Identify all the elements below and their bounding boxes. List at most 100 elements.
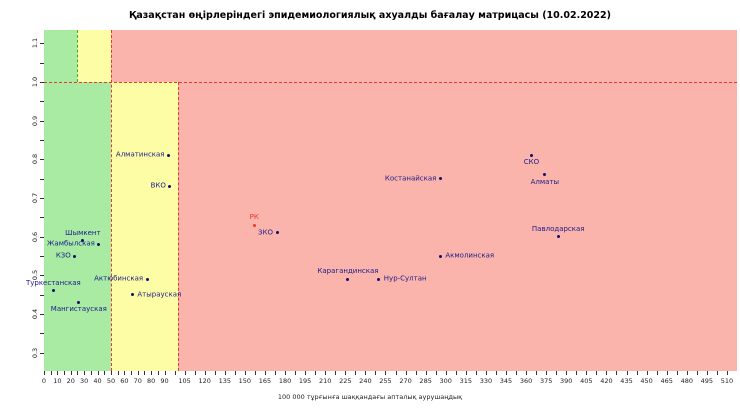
x-tick-label: 285: [419, 377, 432, 385]
scatter-dot: [438, 254, 442, 258]
x-minor-tick: [676, 371, 678, 375]
x-tick: [264, 371, 266, 375]
point-label: Актюбинская: [94, 274, 144, 283]
y-tick-label: 1.0: [31, 76, 39, 88]
x-tick: [485, 371, 487, 375]
x-tick: [44, 371, 45, 375]
scatter-dot: [81, 239, 85, 243]
x-minor-tick: [117, 371, 119, 375]
x-tick: [465, 371, 467, 375]
x-minor-tick: [104, 371, 106, 375]
x-minor-tick: [716, 371, 718, 375]
point-label: ЗКО: [258, 228, 273, 237]
x-tick: [425, 371, 427, 375]
x-tick-label: 80: [146, 377, 156, 385]
y-minor-tick: [40, 62, 44, 64]
y-minor-tick: [40, 256, 44, 258]
x-tick-label: 195: [298, 377, 312, 385]
scatter-dot: [275, 231, 279, 235]
x-minor-tick: [455, 371, 457, 375]
x-tick-label: 405: [580, 377, 593, 385]
x-tick: [506, 371, 507, 375]
x-minor-tick: [355, 371, 357, 375]
x-tick: [305, 371, 307, 375]
threshold-line-vertical: [77, 30, 79, 82]
x-tick: [70, 371, 72, 375]
scatter-dot: [377, 277, 381, 281]
x-tick: [526, 371, 528, 375]
y-tick: [40, 43, 44, 45]
scatter-dot: [252, 223, 256, 227]
point-label: Мангистауская: [50, 305, 107, 314]
scatter-dot: [51, 289, 55, 293]
scatter-dot: [97, 242, 101, 246]
x-minor-tick: [415, 371, 417, 375]
x-minor-tick: [435, 371, 437, 375]
x-tick-label: 225: [339, 377, 352, 385]
x-tick: [606, 371, 608, 375]
x-minor-tick: [576, 371, 578, 375]
y-minor-tick: [40, 178, 44, 180]
x-minor-tick: [275, 371, 276, 375]
x-tick: [345, 371, 347, 375]
x-tick-label: 360: [519, 377, 533, 385]
point-label: Алматы: [530, 177, 560, 186]
x-minor-tick: [194, 371, 196, 375]
x-tick-label: 180: [278, 377, 292, 385]
x-tick-label: 90: [160, 377, 169, 385]
x-minor-tick: [131, 371, 133, 375]
x-tick-label: 0: [41, 377, 47, 385]
y-tick-label: 0.8: [31, 154, 39, 165]
x-tick: [646, 371, 648, 375]
x-tick: [405, 371, 407, 375]
scatter-dot: [77, 300, 81, 304]
y-tick: [40, 352, 44, 354]
x-tick: [586, 371, 588, 375]
x-minor-tick: [556, 371, 558, 375]
y-tick: [40, 275, 44, 277]
scatter-dot: [167, 153, 171, 157]
point-label: Нур-Султан: [383, 274, 427, 283]
y-tick-label: 0.7: [31, 192, 39, 204]
x-tick: [365, 371, 367, 375]
threshold-line-vertical: [110, 30, 112, 371]
x-tick: [626, 371, 628, 375]
x-minor-tick: [516, 371, 518, 375]
x-tick-label: 480: [680, 377, 693, 385]
x-tick-label: 120: [198, 377, 211, 385]
x-tick: [164, 371, 166, 375]
x-minor-tick: [656, 371, 658, 375]
x-minor-tick: [157, 371, 159, 375]
x-minor-tick: [254, 371, 256, 375]
scatter-dot: [556, 235, 560, 239]
scatter-dot: [346, 277, 350, 281]
x-minor-tick: [174, 371, 176, 375]
y-tick-label: 0.6: [31, 231, 39, 242]
x-tick: [666, 371, 668, 375]
x-tick-label: 255: [379, 377, 392, 385]
point-label: Атырауская: [137, 290, 182, 299]
point-label: Карагандинская: [317, 267, 379, 276]
y-tick-label: 0.9: [31, 115, 39, 126]
x-minor-tick: [335, 371, 337, 375]
x-tick: [124, 371, 126, 375]
x-tick-label: 40: [93, 377, 102, 385]
x-tick: [285, 371, 287, 375]
chart-title: Қазақстан өңірлеріндегі эпидемиологиялық…: [129, 10, 611, 21]
x-tick: [244, 371, 246, 375]
point-label: КЗО: [55, 251, 71, 260]
risk-zone-yellow: [77, 30, 111, 82]
point-label: Шымкент: [65, 228, 101, 237]
risk-zone-green: [44, 81, 111, 371]
x-tick-label: 435: [620, 377, 633, 385]
x-tick-label: 150: [238, 377, 252, 385]
x-tick-label: 345: [499, 377, 513, 385]
x-tick-label: 300: [439, 377, 452, 385]
x-tick: [151, 371, 153, 375]
y-tick-label: 0.4: [31, 308, 39, 320]
scatter-dot: [130, 293, 134, 297]
x-tick: [224, 371, 226, 375]
x-tick: [686, 371, 688, 375]
y-tick-label: 0.3: [31, 347, 39, 358]
point-label: СКО: [523, 158, 540, 167]
